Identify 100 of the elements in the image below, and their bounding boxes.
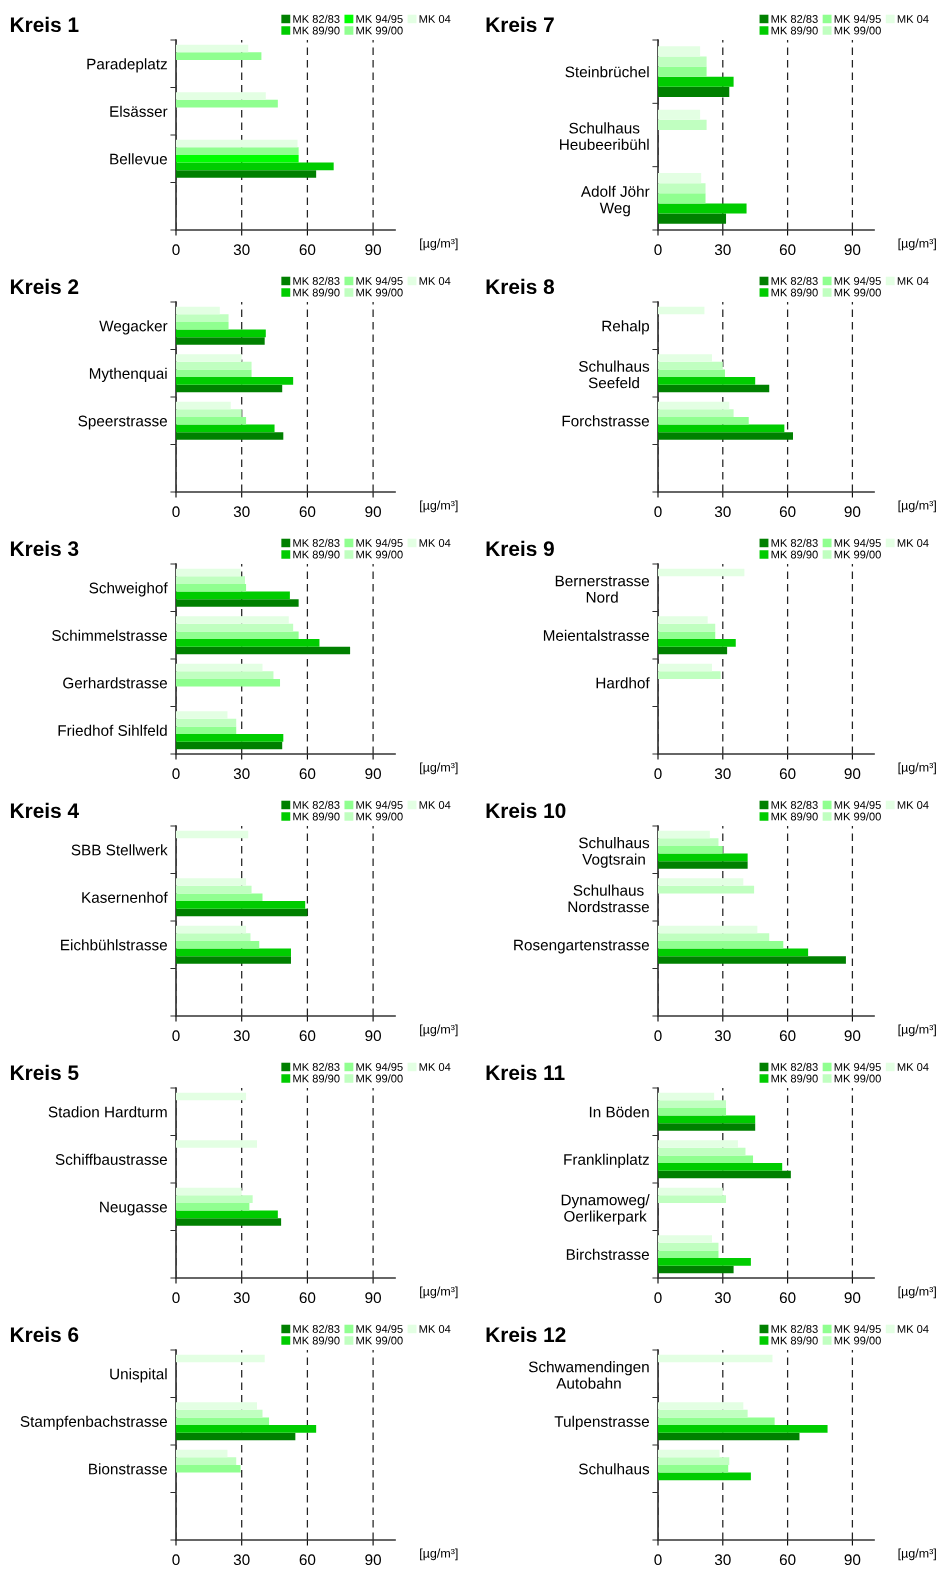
legend-label: MK 94/95	[834, 800, 881, 809]
bar	[658, 1123, 756, 1131]
bar	[176, 711, 228, 719]
bar	[658, 66, 707, 77]
bar	[658, 646, 728, 655]
x-tick-label: 30	[233, 1292, 250, 1304]
x-tick-label: 0	[172, 1030, 180, 1042]
bar	[658, 830, 710, 839]
bar	[176, 908, 308, 917]
legend-label: MK 89/90	[771, 288, 818, 297]
bar	[176, 1354, 265, 1363]
y-tick-label: Franklinplatz	[564, 1153, 649, 1168]
bar	[658, 56, 707, 67]
legend-label: MK 04	[897, 15, 929, 23]
bar	[658, 1235, 712, 1243]
y-tick-label: Schulhaus Nordstrasse	[568, 884, 649, 913]
y-tick-label: Stampfenbachstrasse	[20, 1415, 167, 1430]
bar	[176, 726, 237, 735]
bar	[658, 1147, 746, 1156]
bar	[176, 52, 262, 60]
legend-label: MK 99/00	[356, 550, 403, 559]
bar	[658, 384, 770, 393]
legend-label: MK 94/95	[834, 276, 881, 285]
chart-title: Kreis 1	[10, 16, 79, 33]
bar	[176, 432, 284, 440]
bar	[176, 568, 241, 577]
bar	[176, 956, 291, 964]
bar	[176, 1417, 270, 1426]
x-axis-title: [µg/m³]	[420, 238, 458, 251]
bar	[176, 734, 284, 742]
legend-label: MK 94/95	[356, 800, 403, 809]
x-tick-label: 0	[172, 768, 180, 780]
bar	[658, 623, 716, 632]
bar	[176, 92, 266, 100]
legend-label: MK 94/95	[834, 14, 881, 23]
y-tick-label: Gerhardstrasse	[63, 677, 167, 689]
bar	[176, 314, 229, 322]
x-tick-label: 30	[714, 506, 731, 518]
legend-label: MK 94/95	[356, 276, 403, 285]
legend-label: MK 04	[897, 801, 929, 809]
x-tick-label: 60	[299, 244, 316, 256]
chart-title: Kreis 12	[486, 1326, 566, 1343]
legend-label: MK 89/90	[771, 550, 818, 559]
bar	[176, 678, 281, 687]
bar	[658, 1258, 751, 1266]
legend-label: MK 99/00	[834, 812, 881, 821]
y-tick-label: Schulhaus Seefeld	[579, 360, 650, 389]
legend-label: MK 89/90	[293, 26, 340, 35]
bar	[176, 671, 274, 679]
chart-title: Kreis 8	[486, 278, 555, 295]
bar	[176, 925, 247, 934]
legend-label: MK 94/95	[356, 14, 403, 23]
legend-label: MK 04	[419, 1325, 451, 1333]
legend-label: MK 99/00	[356, 812, 403, 821]
bar	[658, 933, 770, 941]
x-tick-label: 0	[172, 244, 180, 256]
bar	[176, 623, 294, 632]
x-axis-title: [µg/m³]	[420, 1024, 458, 1037]
bar	[658, 1402, 744, 1410]
bar	[176, 337, 265, 345]
legend-label: MK 99/00	[356, 26, 403, 35]
y-tick-label: Kasernenhof	[82, 891, 168, 903]
bar	[176, 321, 229, 330]
legend-label: MK 82/83	[771, 538, 818, 547]
bar	[658, 1472, 751, 1481]
y-tick-label: Hardhof	[596, 677, 650, 689]
bar	[658, 838, 719, 846]
y-tick-label: Schulhaus Vogtsrain	[579, 837, 650, 868]
bar	[658, 416, 749, 425]
y-tick-label: Friedhof Sihlfeld	[58, 724, 167, 736]
bar	[658, 1107, 727, 1116]
chart-title: Kreis 10	[486, 802, 566, 819]
x-axis-title: [µg/m³]	[898, 1024, 936, 1037]
bar	[658, 845, 723, 854]
y-tick-label: Speerstrasse	[78, 415, 167, 430]
x-tick-label: 60	[779, 1030, 796, 1042]
x-tick-label: 90	[365, 768, 381, 780]
legend-label: MK 99/00	[834, 550, 881, 559]
bar	[658, 86, 730, 97]
bar	[176, 948, 291, 957]
bar	[658, 1092, 715, 1101]
legend-label: MK 04	[897, 1063, 929, 1071]
y-tick-label: Adolf Jöhr Weg	[580, 185, 650, 217]
bar	[658, 213, 727, 224]
y-tick-label: Schulhaus Heubeeribühl	[560, 122, 649, 151]
bar	[658, 671, 721, 679]
bar	[658, 119, 707, 130]
bar	[176, 933, 251, 941]
bar	[658, 369, 725, 378]
x-tick-label: 30	[714, 768, 731, 780]
y-tick-label: Forchstrasse	[562, 415, 649, 427]
bar	[658, 1250, 719, 1259]
legend-label: MK 99/00	[834, 1074, 881, 1083]
bar	[176, 139, 298, 148]
bar	[658, 1265, 734, 1274]
bar	[176, 1409, 263, 1418]
bar	[176, 591, 290, 600]
legend-label: MK 82/83	[293, 276, 340, 285]
bar	[176, 384, 283, 393]
bar	[176, 718, 237, 727]
